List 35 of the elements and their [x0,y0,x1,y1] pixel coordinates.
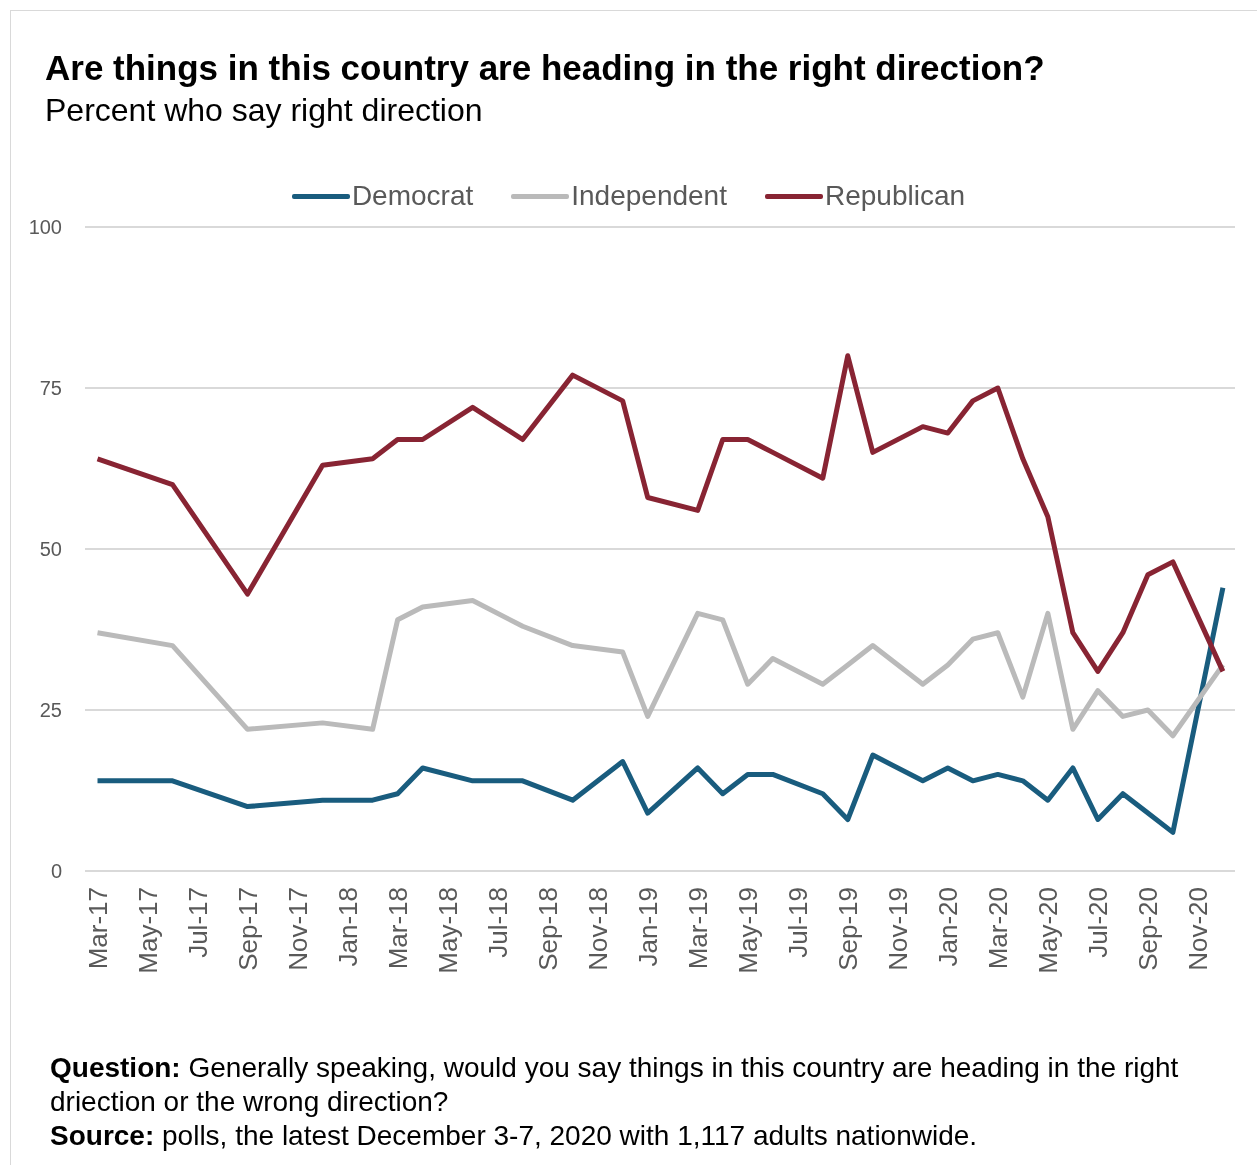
x-tick-label: Sep-18 [532,887,563,971]
x-tick-label: May-17 [132,887,163,974]
x-tick-label: May-19 [732,887,763,974]
legend-label: Democrat [351,179,474,213]
x-tick-label: Jan-19 [632,887,663,967]
x-tick-label: Jul-19 [782,887,813,958]
y-tick-label: 25 [39,699,62,721]
y-tick-label: 100 [28,216,62,238]
y-tick-label: 75 [39,377,62,399]
x-tick-label: Nov-19 [882,887,913,971]
x-tick-label: Mar-20 [982,887,1013,970]
y-tick-label: 0 [50,860,62,882]
x-tick-label: Jul-18 [482,887,513,958]
x-tick-label: Jan-18 [332,887,363,967]
x-tick-label: May-18 [432,887,463,974]
x-tick-label: Sep-17 [232,887,263,971]
x-tick-label: Jan-20 [932,887,963,967]
legend-label: Republican [824,179,966,213]
chart-subtitle: Percent who say right direction [45,92,483,128]
x-tick-label: Mar-18 [382,887,413,970]
x-tick-label: Sep-20 [1132,887,1163,971]
x-tick-label: Nov-17 [282,887,313,971]
legend-label: Independent [571,179,727,213]
x-tick-label: Sep-19 [832,887,863,971]
x-tick-label: Mar-19 [682,887,713,970]
x-tick-label: Nov-18 [582,887,613,971]
chart-title: Are things in this country are heading in the right direction? [45,48,1045,87]
x-tick-label: May-20 [1032,887,1063,974]
text: Question: Generally speaking, would you say things in this country are heading in the right driection or the wrong direction? [50,1052,1179,1117]
y-tick-label: 50 [39,538,62,560]
source-note: Source: polls, the latest December 3-7, 2020 with 1,117 adults nationwide. [50,1120,978,1151]
x-tick-label: Jul-17 [182,887,213,958]
x-tick-label: Nov-20 [1182,887,1213,971]
x-tick-label: Mar-17 [82,887,113,970]
x-tick-label: Jul-20 [1082,887,1113,958]
